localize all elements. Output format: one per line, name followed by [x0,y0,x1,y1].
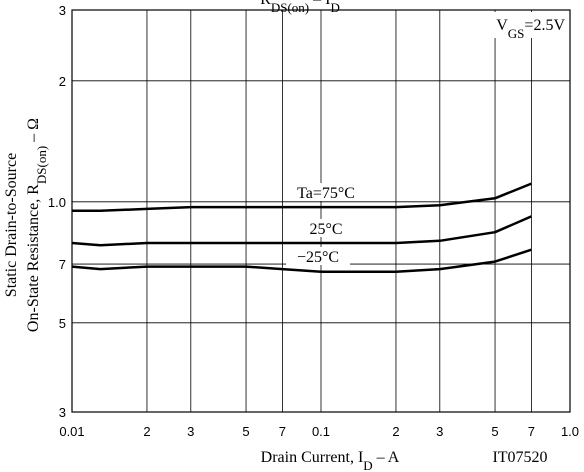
data-line [71,215,532,247]
curve-label-bg [294,219,358,237]
curve-label: 25°C [309,221,342,238]
x-tick-label: 5 [242,424,249,439]
x-axis-label-part: Drain Current, I [261,449,364,466]
x-tick-label: 3 [436,424,443,439]
y-tick-label: 5 [59,316,66,331]
y-axis-label-part: On-State Resistance, R [25,184,42,332]
x-tick-label: 7 [279,424,286,439]
y-axis-label-part: – Ω [25,118,42,146]
annotation: VGS=2.5V [496,17,565,41]
data-line [71,248,532,273]
x-tick-label: 5 [491,424,498,439]
curve-label-bg [286,247,350,265]
y-tick-label: 7 [59,257,66,272]
curve-label: Ta=75°C [297,185,355,202]
y-axis-label-part: Static Drain-to-Source [3,153,20,297]
chart-title-part: R [260,0,271,8]
x-tick-label: 2 [392,424,399,439]
x-tick-label: 7 [528,424,535,439]
y-tick-label: 3 [59,405,66,420]
x-tick-label: 0.1 [312,424,330,439]
annotation-part: V [496,17,508,34]
annotation-part: =2.5V [524,17,565,34]
chart-title-part: – I [309,0,330,8]
y-axis-label: On-State Resistance, RDS(on) – Ω [25,118,49,332]
x-axis-label-part: D [363,458,372,472]
chart-title: RDS(on) – ID [260,0,340,15]
y-axis-label-part: DS(on) [34,146,49,184]
x-tick-label: 3 [187,424,194,439]
curve-label-bg [294,183,358,201]
chart-title-part: DS(on) [271,0,309,15]
y-tick-label: 2 [59,74,66,89]
x-axis-label-part: – A [373,449,400,466]
annotation-part: GS [508,26,525,41]
data-line [72,182,532,213]
x-tick-label: 0.01 [59,424,84,439]
curve-label: −25°C [297,249,339,266]
y-axis-label: Static Drain-to-Source [3,153,20,297]
x-tick-label: 2 [143,424,150,439]
y-tick-label: 1.0 [48,195,66,210]
figure-id: IT07520 [492,449,547,466]
annotation-bg [462,12,568,38]
x-tick-label: 1.0 [561,424,579,439]
chart-title-part: D [330,0,339,15]
x-axis-label: Drain Current, ID – A [261,449,400,472]
y-tick-label: 3 [59,3,66,18]
